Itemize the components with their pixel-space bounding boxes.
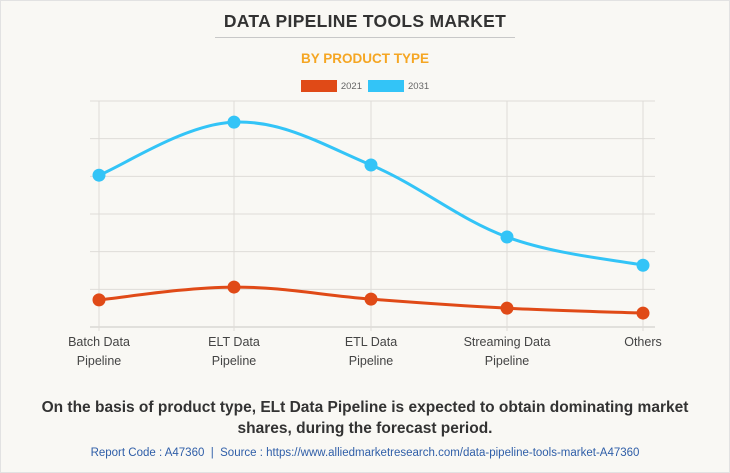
data-point-2021 <box>500 301 514 315</box>
title-divider <box>215 37 515 38</box>
data-point-2031 <box>364 158 378 172</box>
x-tick-label: Others <box>624 335 662 349</box>
x-tick-label: Batch Data <box>68 335 130 349</box>
x-tick-label: Pipeline <box>77 354 122 368</box>
legend-label-2031: 2031 <box>408 80 430 92</box>
x-tick-label: Streaming Data <box>464 335 551 349</box>
data-point-2021 <box>92 293 106 307</box>
caption-line-2: shares, during the forecast period. <box>237 420 493 437</box>
legend-swatch-2031 <box>368 80 404 92</box>
data-point-2031 <box>227 115 241 129</box>
data-point-2021 <box>364 292 378 306</box>
legend-swatch-2021 <box>300 80 337 92</box>
x-tick-label: ETL Data <box>345 335 397 349</box>
chart-title: DATA PIPELINE TOOLS MARKET <box>223 11 507 31</box>
legend-item-2031[interactable]: 2031 <box>368 80 429 92</box>
legend-item-2021[interactable]: 2021 <box>300 80 362 92</box>
data-point-2031 <box>92 168 106 182</box>
data-point-2021 <box>227 280 241 294</box>
data-point-2031 <box>636 258 650 272</box>
caption-line-1: On the basis of product type, ELt Data P… <box>41 399 689 416</box>
x-tick-label: Pipeline <box>212 354 257 368</box>
chart-caption: On the basis of product type, ELt Data P… <box>0 397 730 439</box>
source-citation[interactable]: Report Code : A47360 | Source : https://… <box>90 447 640 459</box>
chart-subtitle: BY PRODUCT TYPE <box>300 51 430 66</box>
legend: 2021 2031 <box>0 80 730 92</box>
data-point-2031 <box>500 230 514 244</box>
x-tick-label: Pipeline <box>349 354 394 368</box>
legend-label-2021: 2021 <box>340 80 362 92</box>
x-tick-label: Pipeline <box>485 354 530 368</box>
data-point-2021 <box>636 306 650 320</box>
x-tick-label: ELT Data <box>208 335 260 349</box>
